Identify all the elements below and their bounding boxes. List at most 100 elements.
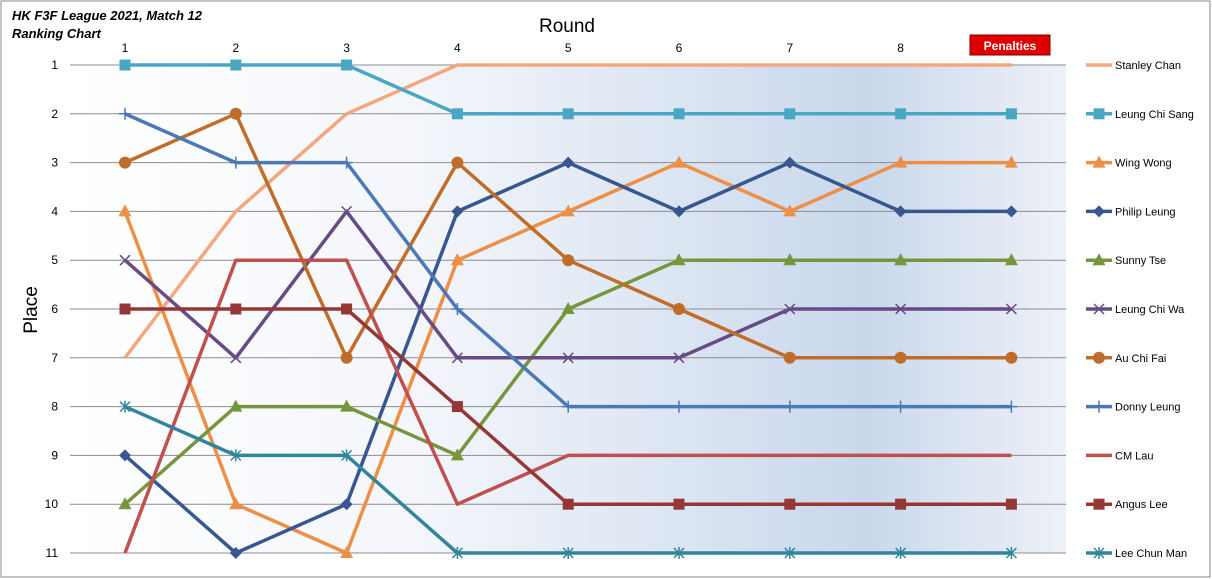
y-tick-label: 5 [51, 253, 58, 267]
marker-star [895, 547, 907, 559]
marker-triangle [450, 253, 464, 266]
marker-square [1005, 108, 1017, 120]
penalties-badge [969, 34, 1051, 56]
marker-triangle [1092, 253, 1106, 266]
legend-item: Leung Chi Wa [1086, 303, 1185, 316]
legend-label: Au Chi Fai [1115, 353, 1166, 365]
series-marker-group [119, 107, 1018, 413]
marker-diamond [119, 449, 131, 462]
marker-triangle [672, 155, 686, 168]
marker-plus [1093, 400, 1105, 413]
marker-star [673, 547, 685, 559]
y-tick-label: 6 [51, 302, 58, 316]
marker-square [895, 498, 907, 510]
marker-triangle [894, 253, 908, 266]
marker-triangle [118, 204, 132, 217]
chart-subtitle: Ranking Chart [12, 26, 102, 41]
legend-item: CM Lau [1086, 450, 1154, 462]
marker-x [451, 352, 463, 364]
marker-circle [673, 303, 685, 315]
marker-plus [783, 400, 796, 413]
marker-circle [1005, 351, 1018, 364]
marker-star [341, 449, 353, 462]
marker-x [673, 352, 685, 364]
x-tick-label: 7 [786, 41, 793, 55]
marker-plus [340, 156, 353, 169]
legend-label: Leung Chi Wa [1115, 304, 1185, 316]
marker-diamond [1093, 205, 1105, 218]
marker-square [895, 108, 907, 120]
marker-plus [1005, 400, 1018, 413]
marker-triangle [1004, 155, 1018, 168]
marker-star [230, 449, 242, 462]
legend-item: Au Chi Fai [1086, 351, 1166, 365]
series-marker-group [118, 155, 1018, 558]
y-tick-label: 8 [51, 400, 58, 414]
marker-star [119, 400, 131, 413]
marker-x [230, 352, 242, 364]
y-tick-label: 7 [51, 351, 58, 365]
series-marker-group [119, 156, 1018, 559]
marker-triangle [229, 399, 243, 412]
marker-plus [562, 400, 575, 413]
chart-title: HK F3F League 2021, Match 12 [12, 8, 203, 23]
series-marker-group [119, 205, 1017, 364]
penalties-label: Penalties [984, 39, 1037, 53]
series-marker-group [119, 400, 1017, 559]
marker-plus [894, 400, 907, 413]
marker-triangle [783, 204, 797, 217]
marker-square [119, 303, 131, 315]
x-tick-label: 5 [565, 41, 572, 55]
marker-triangle [672, 253, 686, 266]
marker-x [784, 303, 796, 315]
marker-square [673, 108, 685, 120]
marker-x [1093, 303, 1105, 315]
marker-triangle [340, 399, 354, 412]
marker-circle [894, 351, 907, 364]
marker-plus [229, 156, 242, 169]
legend-label: Donny Leung [1115, 402, 1180, 414]
marker-x [341, 205, 353, 217]
series-marker-group [118, 253, 1018, 510]
marker-triangle [783, 253, 797, 266]
marker-diamond [229, 547, 242, 559]
marker-plus [451, 303, 464, 315]
legend-item: Philip Leung [1086, 205, 1176, 218]
marker-circle [451, 156, 464, 169]
marker-plus [673, 400, 685, 413]
y-tick-label: 11 [46, 546, 59, 560]
marker-circle [340, 351, 353, 364]
marker-circle [119, 156, 131, 169]
marker-triangle [118, 497, 132, 510]
series-line [123, 63, 1012, 359]
marker-square [451, 108, 463, 120]
marker-triangle [1092, 155, 1106, 168]
x-axis-title: Round [539, 16, 595, 37]
marker-circle [1093, 351, 1105, 364]
x-tick-label: 2 [232, 41, 239, 55]
marker-square [230, 303, 242, 315]
legend-item: Wing Wong [1086, 155, 1172, 170]
legend-item: Leung Chi Sang [1086, 108, 1194, 121]
marker-triangle [1004, 253, 1018, 266]
legend-label: Wing Wong [1115, 158, 1172, 170]
marker-triangle [894, 155, 908, 168]
marker-star [1005, 547, 1017, 559]
marker-diamond [783, 156, 796, 169]
marker-triangle [561, 302, 575, 314]
y-tick-label: 2 [51, 107, 58, 121]
marker-diamond [1005, 205, 1018, 218]
y-tick-label: 1 [51, 58, 58, 72]
marker-square [673, 498, 685, 510]
y-tick-label: 9 [51, 448, 58, 462]
marker-plus [119, 107, 131, 120]
marker-triangle [340, 546, 354, 558]
marker-square [1005, 498, 1017, 510]
marker-star [1093, 547, 1105, 559]
marker-square [1093, 108, 1105, 120]
marker-square [341, 59, 353, 71]
legend-item: Lee Chun Man [1086, 547, 1187, 560]
marker-triangle [229, 497, 243, 510]
legend-label: Stanley Chan [1115, 60, 1181, 72]
